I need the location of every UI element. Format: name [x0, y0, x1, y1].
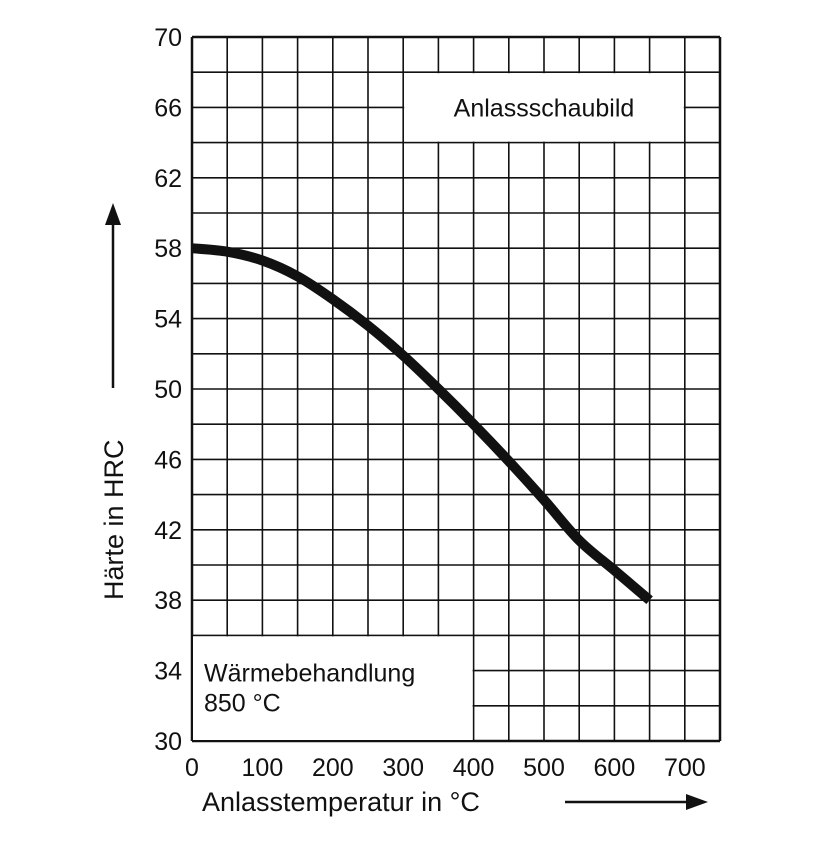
y-tick-label: 34: [154, 658, 182, 686]
y-tick-label: 42: [154, 517, 182, 545]
y-axis-arrow-icon: [105, 203, 121, 388]
x-tick-label: 0: [185, 754, 199, 782]
y-tick-label: 50: [154, 376, 182, 404]
x-tick-label: 400: [453, 754, 495, 782]
x-tick-label: 300: [382, 754, 424, 782]
x-tick-label: 500: [523, 754, 565, 782]
x-tick-label: 600: [594, 754, 636, 782]
y-axis-title: Härte in HRC: [99, 439, 129, 600]
annotation-line-2: 850 °C: [204, 689, 281, 717]
hardness-curve: [191, 243, 653, 605]
y-tick-label: 66: [154, 94, 182, 122]
x-axis-title: Anlasstemperatur in °C: [202, 787, 480, 817]
x-tick-label: 700: [664, 754, 706, 782]
title-box: [404, 73, 684, 142]
tick-labels: 0 100 200 300 400 500 600 700 30 34 38 42 46 50 54 58 62…: [154, 24, 705, 782]
y-tick-label: 46: [154, 446, 182, 474]
x-tick-label: 200: [312, 754, 354, 782]
y-tick-label: 58: [154, 235, 182, 263]
y-tick-label: 30: [154, 728, 182, 756]
y-tick-label: 54: [154, 306, 182, 334]
x-tick-label: 100: [242, 754, 284, 782]
y-tick-label: 62: [154, 165, 182, 193]
y-tick-label: 38: [154, 587, 182, 615]
grid: [190, 35, 722, 743]
annotation-box: [193, 636, 473, 740]
x-axis-arrow-icon: [565, 794, 708, 810]
y-tick-label: 70: [154, 24, 182, 52]
annotation-line-1: Wärmebehandlung: [204, 659, 415, 687]
chart-title: Anlassschaubild: [454, 94, 635, 122]
